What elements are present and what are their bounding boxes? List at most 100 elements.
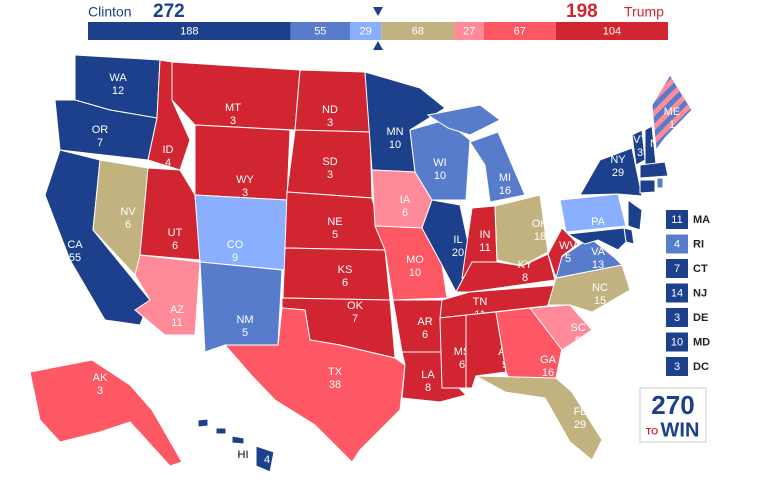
legend-abbr: DE <box>693 312 708 324</box>
bar-segment <box>555 22 668 40</box>
state-abbr: VT <box>633 134 647 146</box>
state-abbr: VA <box>591 246 606 258</box>
state <box>651 74 693 152</box>
segment-label: 188 <box>180 25 198 37</box>
legend-votes: 3 <box>674 312 680 324</box>
legend-votes: 11 <box>671 214 682 226</box>
state-abbr: SC <box>570 322 585 334</box>
state <box>231 435 245 445</box>
state-votes: 16 <box>499 185 511 197</box>
legend-abbr: MD <box>693 336 710 348</box>
state <box>529 304 593 351</box>
state-abbr: WI <box>433 157 446 169</box>
state-votes: 1 <box>669 119 675 131</box>
state-abbr: MI <box>499 172 511 184</box>
legend-box <box>666 259 688 278</box>
segment-label: 104 <box>603 25 621 37</box>
state-votes: 11 <box>171 317 182 329</box>
state-votes: 10 <box>434 170 446 182</box>
legend-box <box>666 332 688 352</box>
state-votes: 7 <box>97 137 103 149</box>
state-votes: 3 <box>637 147 643 159</box>
state-abbr: IL <box>453 234 462 246</box>
logo-win: WIN <box>661 419 700 441</box>
state-abbr: PA <box>591 216 606 228</box>
state-votes: 5 <box>242 327 248 339</box>
candidate-total: 198 <box>566 1 598 22</box>
logo-box <box>639 387 707 443</box>
state <box>469 131 526 203</box>
state-abbr: ME <box>664 106 681 118</box>
state-abbr: CO <box>227 239 244 251</box>
candidate-name: Clinton <box>88 4 132 20</box>
state-votes: 10 <box>389 139 401 151</box>
state-abbr: OH <box>532 218 549 230</box>
state-abbr: WY <box>236 174 254 186</box>
state <box>223 307 406 463</box>
vote-bar: 188 55 29 68 27 67 104 <box>88 22 668 40</box>
state-votes: 9 <box>232 252 238 264</box>
state-votes: 29 <box>574 419 586 431</box>
logo-to: TO <box>646 426 658 436</box>
state-votes: 6 <box>422 329 428 341</box>
state-votes: 38 <box>329 379 341 391</box>
state <box>566 227 627 251</box>
state-abbr: ID <box>163 144 174 156</box>
state-votes: 3 <box>242 187 248 199</box>
legend-votes: 7 <box>674 263 680 275</box>
state-votes: 6 <box>459 359 465 371</box>
state-abbr: TX <box>328 366 343 378</box>
candidate-total: 272 <box>153 1 185 22</box>
bar-segment <box>290 22 350 40</box>
state-votes: 5 <box>332 229 338 241</box>
legend-abbr: CT <box>693 263 708 275</box>
state-votes: 18 <box>534 231 546 243</box>
state-abbr: AR <box>417 316 432 328</box>
state-votes: 5 <box>565 253 571 265</box>
midpoint-marker <box>373 7 383 16</box>
logo-number: 270 <box>651 390 694 420</box>
state-votes: 3 <box>327 117 333 129</box>
state-votes: 29 <box>612 167 624 179</box>
state-votes: 20 <box>452 247 464 259</box>
state-abbr: UT <box>168 227 183 239</box>
state-abbr: ND <box>322 104 338 116</box>
state-votes: 9 <box>575 335 581 347</box>
midpoint-marker <box>373 41 383 50</box>
legend-votes: 10 <box>671 336 683 348</box>
state <box>656 177 664 189</box>
state-abbr: OK <box>347 300 364 312</box>
legend-box <box>666 234 688 254</box>
state-votes: 10 <box>409 267 421 279</box>
state-abbr: MN <box>386 126 403 138</box>
state-abbr: NV <box>120 206 136 218</box>
state-abbr: NC <box>592 282 608 294</box>
state <box>455 253 556 293</box>
state <box>282 247 391 301</box>
state-abbr: IN <box>480 229 491 241</box>
candidate-name: Trump <box>624 4 664 20</box>
state-abbr: WA <box>109 72 127 84</box>
state <box>426 104 501 136</box>
state-abbr: MT <box>225 102 241 114</box>
segment-label: 55 <box>314 25 326 37</box>
state-abbr: SD <box>322 156 337 168</box>
legend-box <box>666 357 688 376</box>
state <box>197 418 209 428</box>
bar-segment <box>381 22 455 40</box>
state-votes: 16 <box>542 367 554 379</box>
logo: 270 TO WIN <box>639 387 707 443</box>
small-states-legend: 11 MA 4 RI 7 CT 14 NJ 3 DE 10 MD 3 DC <box>666 210 710 376</box>
state-abbr: OR <box>92 124 109 136</box>
state-abbr: AK <box>93 372 108 384</box>
state-votes: 55 <box>69 252 81 264</box>
state-votes: 13 <box>592 259 604 271</box>
state-abbr: IA <box>400 194 411 206</box>
state-abbr: WV <box>559 240 577 252</box>
state <box>215 427 227 435</box>
state-abbr: KS <box>338 264 353 276</box>
state-votes: 3 <box>327 169 333 181</box>
state <box>134 254 201 336</box>
state <box>579 147 643 197</box>
